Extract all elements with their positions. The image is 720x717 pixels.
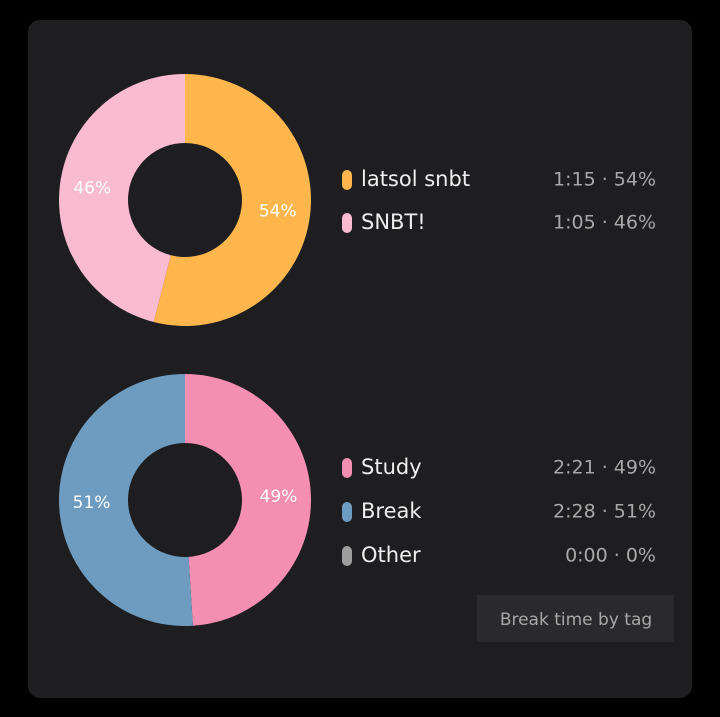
legend-name: Study — [361, 455, 422, 479]
legend-name: SNBT! — [361, 210, 426, 234]
legend-detail: 1:15 · 54% — [553, 169, 656, 191]
legend-swatch — [342, 170, 352, 190]
button-label[interactable]: Break time by tag — [500, 610, 652, 630]
button[interactable] — [477, 595, 674, 642]
legend-swatch — [342, 502, 352, 522]
slice — [153, 74, 311, 326]
slice — [59, 374, 193, 626]
slice — [185, 374, 312, 626]
legend-detail: 0:00 · 0% — [565, 545, 656, 567]
card — [28, 20, 692, 698]
legend-detail: 2:21 · 49% — [553, 457, 656, 479]
legend-name: latsol snbt — [361, 167, 470, 191]
legend-swatch — [342, 458, 352, 478]
legend-swatch — [342, 546, 352, 566]
slice-label: 49% — [260, 487, 298, 507]
slice-label: 51% — [73, 493, 111, 513]
slice — [58, 74, 185, 323]
slice-label: 54% — [259, 202, 297, 222]
legend-name: Break — [361, 499, 422, 523]
legend-detail: 1:05 · 46% — [553, 212, 656, 234]
legend-detail: 2:28 · 51% — [553, 501, 656, 523]
legend-name: Other — [361, 543, 421, 567]
slice-label: 46% — [73, 178, 111, 198]
legend-swatch — [342, 213, 352, 233]
